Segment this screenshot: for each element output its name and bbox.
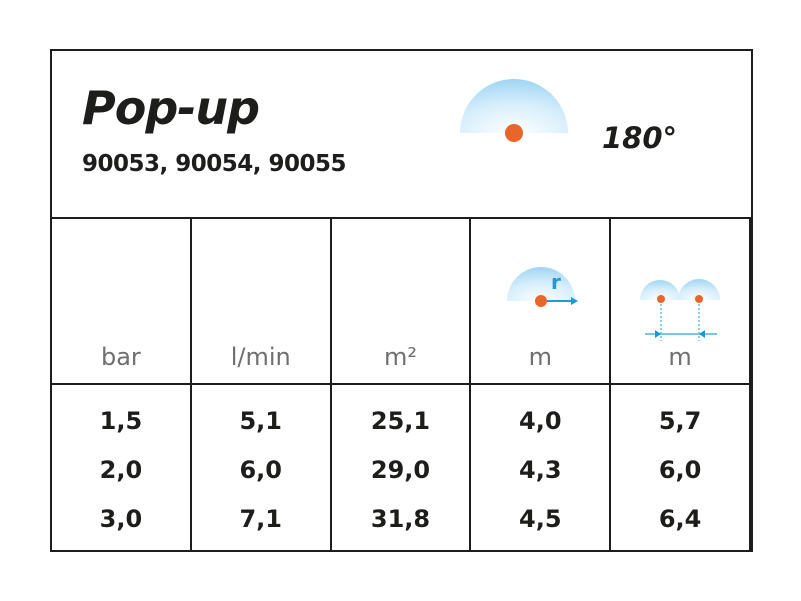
performance-table: bar 1,5 2,0 3,0 l/min 5,1 6,0 7,1 m² 25,… — [52, 219, 751, 550]
table-cell: 3,0 — [99, 505, 143, 533]
table-cell: 25,1 — [370, 407, 431, 435]
header-row-divider — [52, 383, 751, 385]
table-cell: 29,0 — [370, 456, 431, 484]
unit-label: bar — [100, 343, 141, 371]
table-cell: 6,0 — [239, 456, 282, 484]
unit-label: m² — [383, 343, 417, 371]
spacing-icon — [640, 279, 721, 341]
table-cell: 2,0 — [99, 456, 143, 484]
product-title: Pop-up — [82, 81, 260, 135]
unit-label: l/min — [230, 343, 291, 371]
product-codes: 90053, 90054, 90055 — [82, 151, 347, 177]
radius-label: r — [551, 270, 561, 294]
table-cell: 1,5 — [99, 407, 143, 435]
table-cell: 31,8 — [370, 505, 431, 533]
spec-sheet: Pop-up 90053, 90054, 90055 180° bar 1,5 … — [50, 49, 753, 552]
spray-angle: 180° — [602, 121, 678, 155]
unit-label: m — [668, 343, 692, 371]
table-cell: 4,5 — [519, 505, 562, 533]
table-cell: 5,1 — [239, 407, 282, 435]
header: Pop-up 90053, 90054, 90055 180° — [52, 51, 751, 219]
table-cell: 5,7 — [658, 407, 702, 435]
half-circle-spray-pattern-icon — [460, 79, 568, 142]
table-cell: 4,3 — [519, 456, 562, 484]
unit-label: m — [528, 343, 552, 371]
table-cell: 4,0 — [519, 407, 562, 435]
table-cell: 6,4 — [658, 505, 702, 533]
radius-icon: r — [507, 267, 579, 307]
table-cell: 6,0 — [658, 456, 702, 484]
table-cell: 7,1 — [239, 505, 282, 533]
